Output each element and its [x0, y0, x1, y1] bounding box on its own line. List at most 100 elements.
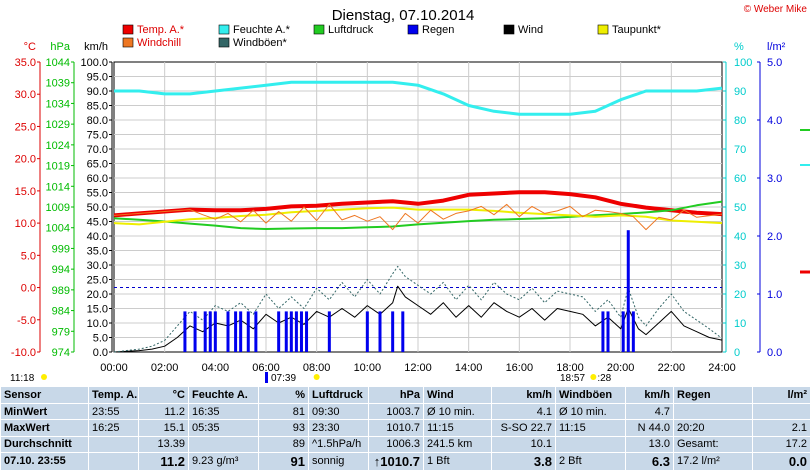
rain-bar	[626, 230, 630, 352]
stats-cell: 1 Bft	[423, 451, 492, 471]
pressure-axis-tick-label: 1014	[46, 181, 70, 193]
stats-cell	[188, 435, 259, 453]
stats-cell: 81	[258, 403, 309, 421]
rain-axis-tick-label: 3.0	[767, 173, 782, 185]
stats-header-cell: Regen	[673, 385, 753, 405]
stats-row: MinWert 23:55 11.2 16:35 81 09:30 1003.7 Ø 10 m…	[0, 403, 810, 421]
legend-label: Windchill	[137, 37, 181, 49]
plot-area	[113, 80, 723, 353]
axes: 00:00 02:00 04:00 06:00 08:00 10:00 12:00 14:00…	[11, 41, 786, 374]
stats-header-cell: Luftdruck	[308, 385, 369, 405]
series-luftdruck-line	[113, 200, 723, 230]
stats-cell: 17.2 l/m²	[673, 451, 753, 471]
stats-cell: 241.5 km	[423, 435, 492, 453]
legend-swatch	[218, 37, 230, 48]
rain-bar	[226, 311, 230, 352]
legend-swatch	[313, 24, 325, 35]
rain-bar	[391, 311, 395, 352]
stats-cell: 93	[258, 419, 309, 437]
wind-axis-tick-label: 80.0	[87, 115, 108, 127]
stats-header-row: Sensor Temp. A. °C Feuchte A.% Luftdruck hPa W…	[0, 385, 810, 405]
wind-axis-tick-label: 60.0	[87, 173, 108, 185]
series-taupunkt-line	[113, 206, 723, 226]
humidity-axis-tick-label: 30	[734, 260, 746, 272]
wind-axis-tick-label: 25.0	[87, 275, 108, 287]
pressure-axis-tick-label: 999	[52, 243, 70, 255]
pressure-axis-tick-label: 1009	[46, 202, 70, 214]
pressure-axis-tick-label: 989	[52, 285, 70, 297]
rain-bar	[234, 311, 238, 352]
pressure-axis-tick-label: 994	[52, 264, 70, 276]
stats-cell: 05:35	[188, 419, 259, 437]
rain-bar	[401, 311, 405, 352]
rain-bar	[621, 311, 625, 352]
stats-cell: ^1.5hPa/h	[308, 435, 369, 453]
stats-cell: sonnig	[308, 451, 369, 471]
rain-bar	[208, 311, 212, 352]
pressure-axis-tick-label: 1029	[46, 119, 70, 131]
stats-header-cell: km/h	[625, 385, 674, 405]
rain-bar	[327, 311, 331, 352]
rain-bar	[606, 311, 610, 352]
temp-axis-tick-label: 15.0	[15, 186, 36, 198]
stats-cell: 17.2	[752, 435, 810, 453]
legend-swatch	[597, 24, 609, 35]
stats-cell: S-SO 22.7	[491, 419, 556, 437]
pressure-axis-tick-label: 1019	[46, 161, 70, 173]
stats-cell: 1010.7	[368, 419, 424, 437]
stats-cell: Ø 10 min.	[555, 403, 626, 421]
pressure-axis-tick-label: 1039	[46, 78, 70, 90]
series-tempa-line	[113, 190, 723, 218]
stats-cell	[752, 403, 810, 421]
stats-cell: 6.3	[625, 451, 674, 471]
stats-cell: 4.1	[491, 403, 556, 421]
stats-cell: ↑1010.7	[368, 451, 424, 471]
weather-chart: Dienstag, 07.10.2014 © Weber Mike Temp. …	[10, 4, 810, 384]
stats-header-cell: °C	[138, 385, 189, 405]
x-tick-label: 00:00	[100, 362, 128, 374]
stats-cell: 1006.3	[368, 435, 424, 453]
stats-cell: 2.1	[752, 419, 810, 437]
stats-table: Sensor Temp. A. °C Feuchte A.% Luftdruck hPa W…	[0, 385, 810, 471]
stats-row: MaxWert 16:25 15.1 05:35 93 23:30 1010.7 11:15 S…	[0, 419, 810, 437]
stats-header-cell: l/m²	[752, 385, 810, 405]
stats-cell: 13.0	[625, 435, 674, 453]
legend-swatch	[503, 24, 515, 35]
stats-cell: 89	[258, 435, 309, 453]
stats-cell: N 44.0	[625, 419, 674, 437]
stats-header-cell: %	[258, 385, 309, 405]
pressure-axis-tick-label: 984	[52, 306, 70, 318]
sunrise-time: 07:39	[271, 373, 296, 384]
sun-icon	[41, 374, 47, 380]
x-tick-label: 18:00	[556, 362, 584, 374]
temp-axis-tick-label: -10.0	[11, 347, 36, 359]
rain-bar	[294, 311, 298, 352]
rain-bar	[305, 311, 309, 352]
rain-axis-tick-label: 0.0	[767, 347, 782, 359]
rain-bar	[378, 311, 382, 352]
legend-label: Temp. A.*	[137, 24, 185, 36]
markers: 11:18 07:39 18:57:28	[10, 129, 810, 384]
wind-axis-tick-label: 65.0	[87, 159, 108, 171]
rain-bar	[213, 311, 217, 352]
temp-axis-tick-label: 0.0	[21, 283, 36, 295]
sunrise-icon	[265, 372, 268, 383]
stats-cell: 11:15	[555, 419, 626, 437]
humidity-axis-unit: %	[734, 41, 744, 53]
rain-axis-unit: l/m²	[767, 41, 786, 53]
rain-bar	[183, 311, 187, 352]
moon-time: :28	[597, 373, 611, 384]
pressure-axis-tick-label: 1004	[46, 223, 70, 235]
x-tick-label: 22:00	[658, 362, 686, 374]
wind-axis-tick-label: 55.0	[87, 188, 108, 200]
stats-cell: 23:30	[308, 419, 369, 437]
stats-cell: 11.2	[138, 403, 189, 421]
rain-bar	[289, 311, 293, 352]
temp-axis-unit: °C	[24, 41, 36, 53]
rain-bar	[254, 311, 258, 352]
series-feuchtea-line	[114, 80, 723, 116]
sunset-time: 18:57	[560, 373, 585, 384]
legend-swatch	[407, 24, 419, 35]
rain-bar	[239, 311, 243, 352]
wind-axis-tick-label: 50.0	[87, 202, 108, 214]
